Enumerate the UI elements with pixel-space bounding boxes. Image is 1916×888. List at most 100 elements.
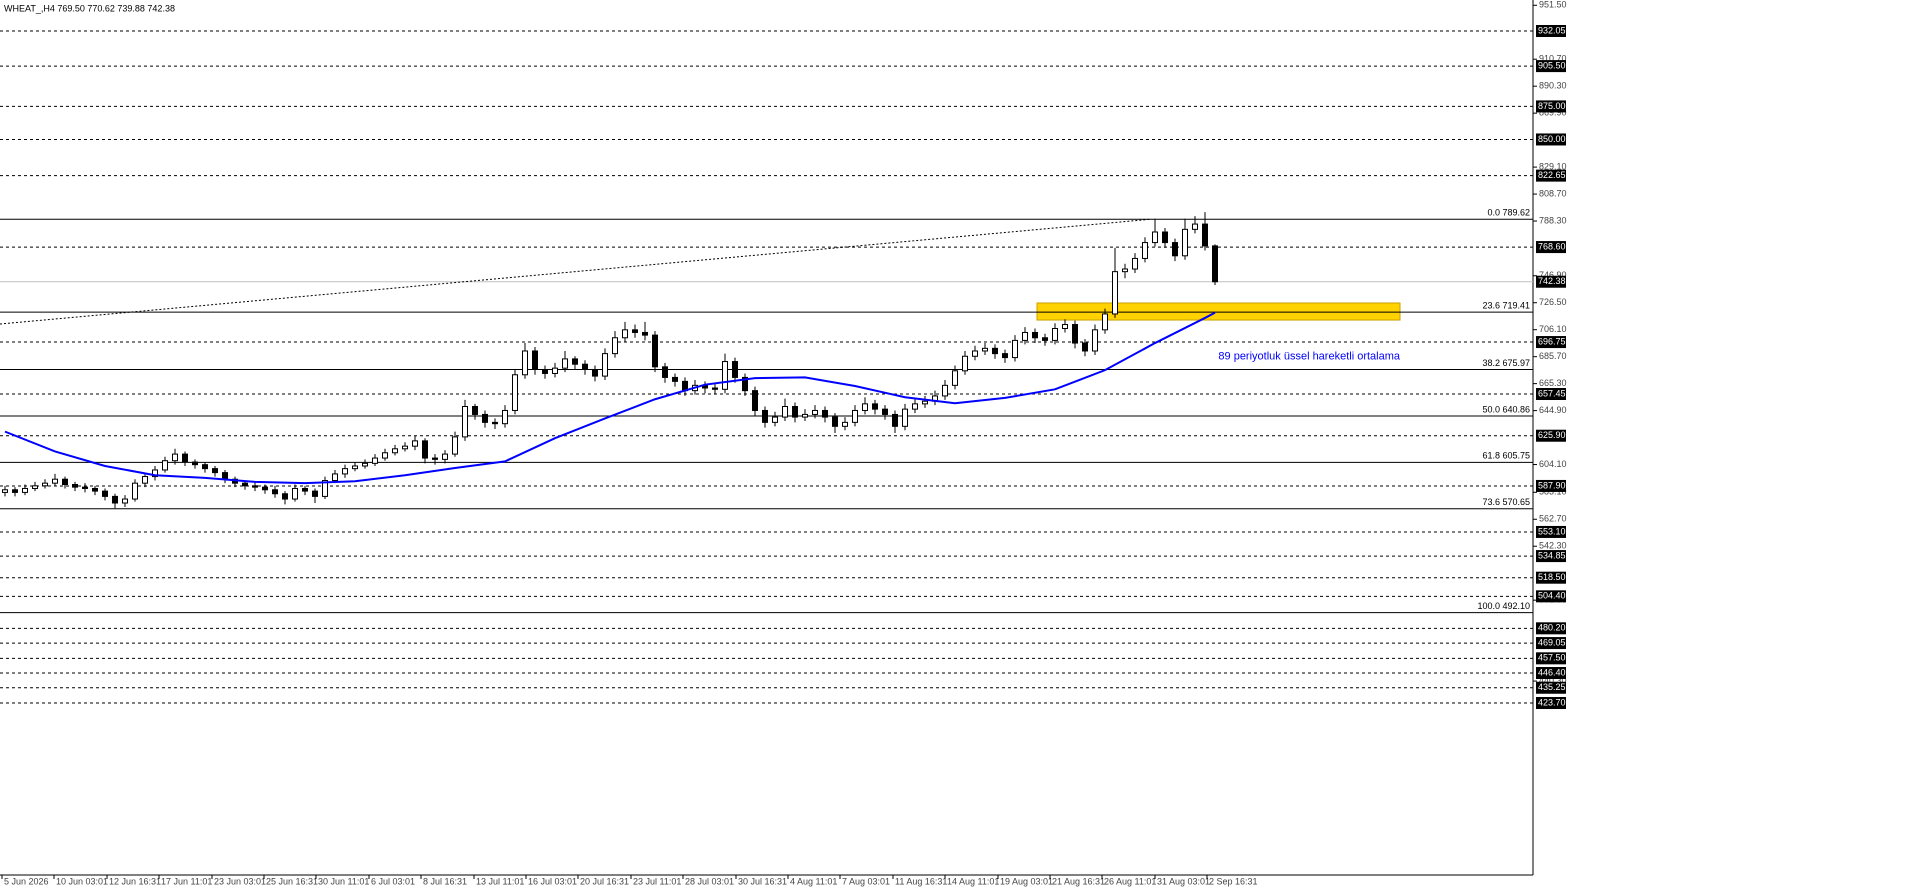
- trendline: [0, 218, 1151, 325]
- candle-body: [872, 403, 878, 410]
- level-label: 534.85: [1538, 550, 1566, 560]
- x-tick-label: 4 Aug 11:01: [790, 876, 837, 886]
- candle-body: [1152, 231, 1158, 244]
- candle-body: [562, 358, 568, 369]
- level-box: [1536, 550, 1566, 563]
- candle-body: [662, 366, 668, 378]
- candle-body: [452, 436, 458, 455]
- y-tick-label: 726.50: [1539, 297, 1567, 307]
- candle-body: [352, 465, 358, 470]
- support-zone: [1036, 302, 1401, 321]
- candle-body: [792, 406, 798, 418]
- candle-body: [1082, 342, 1088, 352]
- level-label: 875.00: [1538, 101, 1566, 111]
- level-label: 768.60: [1538, 241, 1566, 251]
- candle-body: [912, 403, 918, 410]
- current-price-label: 742.38: [1538, 276, 1566, 286]
- level-label: 553.10: [1538, 526, 1566, 536]
- candle-body: [832, 416, 838, 427]
- level-label: 587.90: [1538, 480, 1566, 490]
- level-label: 469.05: [1538, 637, 1566, 647]
- level-label: 822.65: [1538, 170, 1566, 180]
- candle-body: [92, 487, 98, 492]
- candle-body: [382, 452, 388, 459]
- fib-label: 61.8 605.75: [1482, 451, 1530, 461]
- candle-body: [512, 374, 518, 411]
- candle-body: [552, 367, 558, 374]
- candle-body: [142, 476, 148, 484]
- x-tick-label: 28 Jul 03:01: [685, 876, 734, 886]
- candle-body: [782, 406, 788, 418]
- level-box: [1536, 697, 1566, 710]
- x-tick-label: 30 Jun 11:01: [318, 876, 369, 886]
- fib-label: 23.6 719.41: [1482, 300, 1530, 310]
- candle-body: [742, 376, 748, 392]
- x-tick-label: 8 Jul 16:31: [423, 876, 467, 886]
- candle-body: [572, 358, 578, 365]
- candle-body: [82, 486, 88, 489]
- candle-body: [192, 461, 198, 466]
- candle-body: [202, 464, 208, 470]
- candle-body: [342, 468, 348, 475]
- y-tick-label: 829.10: [1539, 161, 1567, 171]
- candle-body: [642, 331, 648, 336]
- level-box: [1536, 571, 1566, 584]
- candle-body: [1212, 245, 1218, 283]
- candle-body: [212, 468, 218, 474]
- candle-body: [722, 361, 728, 390]
- x-tick-label: 16 Jul 03:01: [528, 876, 577, 886]
- candle-body: [902, 408, 908, 427]
- candle-body: [1112, 271, 1118, 315]
- y-tick-label: 685.70: [1539, 351, 1567, 361]
- candle-body: [772, 416, 778, 423]
- level-label: 457.50: [1538, 653, 1566, 663]
- candle-body: [412, 440, 418, 447]
- candle-body: [1202, 223, 1208, 247]
- x-tick-label: 10 Jun 03:01: [56, 876, 108, 886]
- ema-line: [4, 311, 1216, 485]
- candle-body: [442, 453, 448, 460]
- candle-body: [32, 485, 38, 489]
- y-tick-label: 604.10: [1539, 459, 1567, 469]
- candle-body: [1012, 339, 1018, 359]
- candle-body: [1162, 231, 1168, 244]
- candle-body: [372, 457, 378, 464]
- candle-body: [182, 453, 188, 463]
- candle-body: [1182, 228, 1188, 257]
- x-tick-label: 11 Aug 16:31: [895, 876, 947, 886]
- candle-body: [892, 413, 898, 427]
- x-tick-label: 23 Jun 03:01: [214, 876, 266, 886]
- y-tick-label: 788.30: [1539, 215, 1567, 225]
- level-label: 446.40: [1538, 667, 1566, 677]
- candle-body: [62, 478, 68, 485]
- candle-body: [22, 487, 28, 493]
- level-label: 932.05: [1538, 25, 1566, 35]
- candle-body: [2, 489, 8, 493]
- y-tick-label: 644.90: [1539, 405, 1567, 415]
- candle-body: [1022, 331, 1028, 341]
- x-tick-label: 7 Aug 03:01: [842, 876, 890, 886]
- candle-body: [502, 409, 508, 425]
- level-box: [1536, 667, 1566, 680]
- candle-body: [402, 445, 408, 450]
- candle-body: [852, 409, 858, 423]
- candle-body: [362, 462, 368, 467]
- level-label: 850.00: [1538, 134, 1566, 144]
- candle-body: [432, 457, 438, 460]
- candle-body: [112, 495, 118, 504]
- candle-body: [42, 482, 48, 487]
- candle-body: [12, 489, 18, 493]
- level-box: [1536, 24, 1566, 37]
- level-label: 696.75: [1538, 336, 1566, 346]
- level-label: 518.50: [1538, 572, 1566, 582]
- current-price-box: [1536, 275, 1566, 288]
- level-box: [1536, 133, 1566, 146]
- candle-body: [862, 403, 868, 411]
- candle-body: [1042, 337, 1048, 341]
- level-box: [1536, 60, 1566, 73]
- candle-body: [532, 350, 538, 370]
- x-tick-label: 6 Jul 03:01: [371, 876, 415, 886]
- candle-body: [482, 413, 488, 423]
